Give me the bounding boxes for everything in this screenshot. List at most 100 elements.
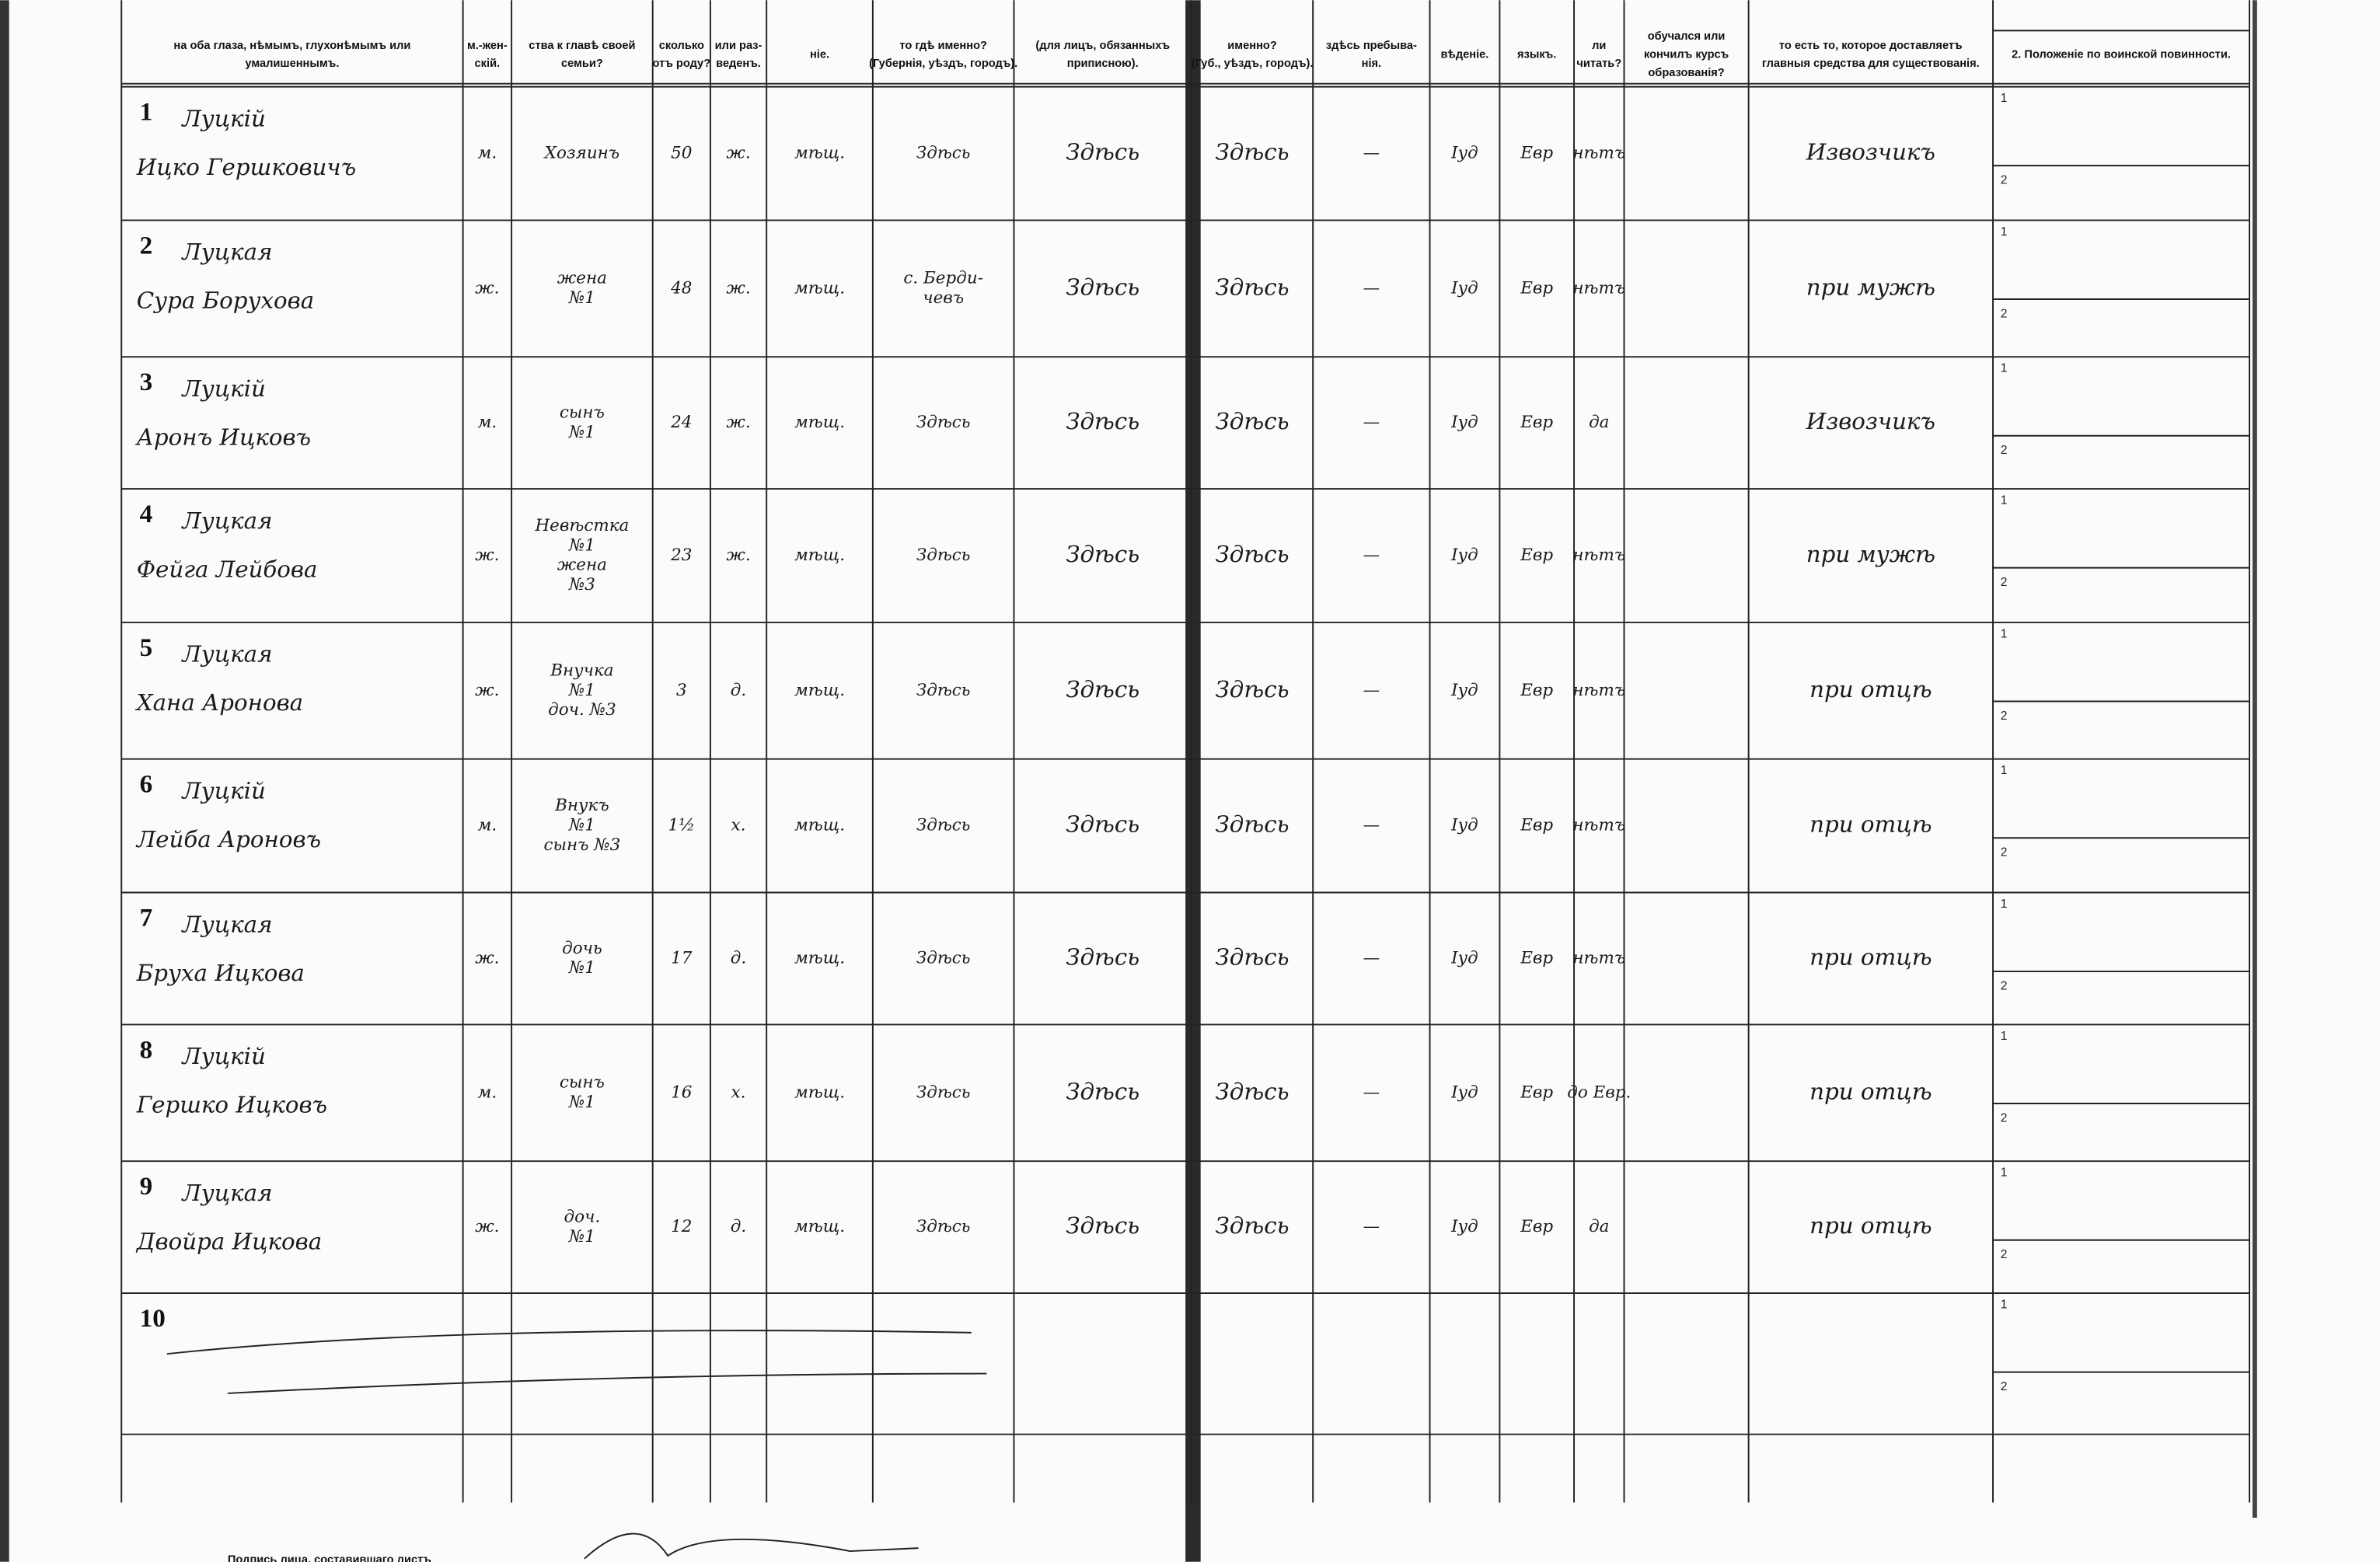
military-label: 2: [2001, 1248, 2008, 1261]
cell-language: Евр: [1520, 546, 1553, 565]
cell-birthplace: Здѣсь: [916, 546, 971, 565]
column-header: скій.: [475, 58, 501, 70]
cell-registered: Здѣсь: [1066, 676, 1139, 703]
cell-estate: мѣщ.: [794, 1217, 845, 1236]
column-header: 2. Положеніе по воинской повинности.: [2012, 48, 2231, 61]
cell-marital: д.: [731, 1217, 746, 1236]
column-header: (Губ., уѣздъ, городъ).: [1192, 58, 1314, 70]
given-name: Гершко Ицковъ: [136, 1092, 327, 1118]
cell-religion: Іуд: [1450, 681, 1478, 700]
column-header: ли: [1592, 40, 1606, 52]
column-header: ніе.: [810, 48, 829, 61]
row-number: 7: [140, 903, 153, 932]
row-number: 10: [140, 1304, 166, 1333]
cell-marital: ж.: [726, 546, 750, 565]
cell-sex: ж.: [475, 278, 499, 298]
cell-marital: х.: [731, 1083, 746, 1102]
cell-marital: д.: [731, 948, 746, 968]
cell-occupation: при мужѣ: [1806, 274, 1935, 300]
cell-estate: мѣщ.: [794, 681, 845, 700]
cell-relation: Хозяинъ: [543, 144, 619, 163]
cell-registered: Здѣсь: [1066, 811, 1139, 838]
cell-age: 24: [670, 413, 692, 432]
cell-estate: мѣщ.: [794, 546, 845, 565]
cell-birthplace: с. Берди-: [903, 269, 983, 288]
cell-language: Евр: [1520, 1083, 1553, 1102]
cell-absence: —: [1363, 948, 1380, 968]
column-header: ства к главѣ своей: [529, 40, 635, 52]
surname: Луцкая: [180, 507, 272, 534]
cell-absence: —: [1363, 546, 1380, 565]
military-label: 2: [2001, 307, 2008, 320]
column-header: сколько: [659, 40, 704, 52]
cell-literacy: до Евр.: [1567, 1083, 1631, 1102]
cell-age: 12: [671, 1217, 692, 1236]
cell-age: 50: [671, 144, 692, 163]
cell-absence: —: [1363, 816, 1380, 835]
cell-estate: мѣщ.: [794, 278, 845, 298]
column-header: отъ роду?: [652, 58, 710, 70]
cell-birthplace: Здѣсь: [916, 413, 971, 432]
cell-occupation: при отцѣ: [1809, 676, 1932, 703]
cell-occupation: при отцѣ: [1809, 811, 1932, 838]
cell-relation: №1: [568, 1093, 595, 1112]
given-name: Сура Борухова: [137, 288, 314, 314]
cell-religion: Іуд: [1450, 546, 1478, 565]
cell-absence: —: [1363, 413, 1380, 432]
row-number: 3: [140, 368, 153, 396]
cell-estate: мѣщ.: [794, 1083, 845, 1102]
cell-relation: Внукъ: [554, 796, 609, 815]
cell-age: 48: [670, 278, 692, 298]
cell-relation: доч.: [564, 1207, 601, 1226]
row-number: 1: [140, 98, 153, 127]
surname: Луцкая: [180, 641, 272, 668]
cell-sex: ж.: [475, 681, 499, 700]
cell-language: Евр: [1520, 681, 1553, 700]
cell-absence: —: [1363, 1083, 1380, 1102]
cell-language: Евр: [1520, 816, 1553, 835]
cell-occupation: при отцѣ: [1809, 1212, 1932, 1239]
surname: Луцкая: [180, 239, 272, 265]
military-label: 2: [2001, 576, 2008, 589]
row-number: 4: [140, 500, 153, 528]
cell-estate: мѣщ.: [794, 413, 845, 432]
cell-occupation: Извозчикъ: [1806, 139, 1935, 166]
cell-language: Евр: [1520, 144, 1553, 163]
cell-age: 3: [676, 681, 687, 700]
row-number: 9: [140, 1172, 153, 1201]
column-header: (Губернія, уѣздъ, городъ).: [869, 58, 1017, 70]
surname: Луцкій: [180, 777, 266, 804]
cell-sex: м.: [478, 144, 497, 163]
military-label: 2: [2001, 846, 2008, 859]
cell-birthplace: чевъ: [923, 288, 964, 308]
cell-relation: жена: [557, 269, 607, 288]
cell-relation: Невѣстка: [534, 516, 629, 535]
cell-estate: мѣщ.: [794, 948, 845, 968]
cell-residence: Здѣсь: [1216, 676, 1289, 703]
cell-relation: доч. №3: [548, 700, 616, 720]
cell-relation: сынъ №3: [544, 835, 621, 855]
cell-literacy: нѣтъ: [1572, 681, 1625, 700]
column-header: языкъ.: [1517, 48, 1556, 61]
cell-marital: ж.: [726, 413, 750, 432]
cell-language: Евр: [1520, 278, 1553, 298]
column-header: нія.: [1362, 58, 1382, 70]
cell-sex: ж.: [475, 546, 499, 565]
given-name: Лейба Ароновъ: [135, 826, 321, 852]
cell-religion: Іуд: [1450, 816, 1478, 835]
cell-sex: м.: [478, 816, 497, 835]
column-header: веденъ.: [716, 58, 761, 70]
given-name: Фейга Лейбова: [137, 556, 318, 582]
column-header: или раз-: [715, 40, 763, 52]
cell-sex: ж.: [475, 1217, 499, 1236]
cell-absence: —: [1363, 278, 1380, 298]
signature-label: Подпись лица, составившаго листъ: [228, 1554, 431, 1562]
cell-registered: Здѣсь: [1066, 943, 1139, 970]
cell-birthplace: Здѣсь: [916, 144, 971, 163]
surname: Луцкій: [180, 375, 266, 402]
column-header: читать?: [1576, 58, 1621, 70]
cell-birthplace: Здѣсь: [916, 816, 971, 835]
cell-relation: №1: [568, 535, 595, 555]
cell-religion: Іуд: [1450, 1083, 1478, 1102]
